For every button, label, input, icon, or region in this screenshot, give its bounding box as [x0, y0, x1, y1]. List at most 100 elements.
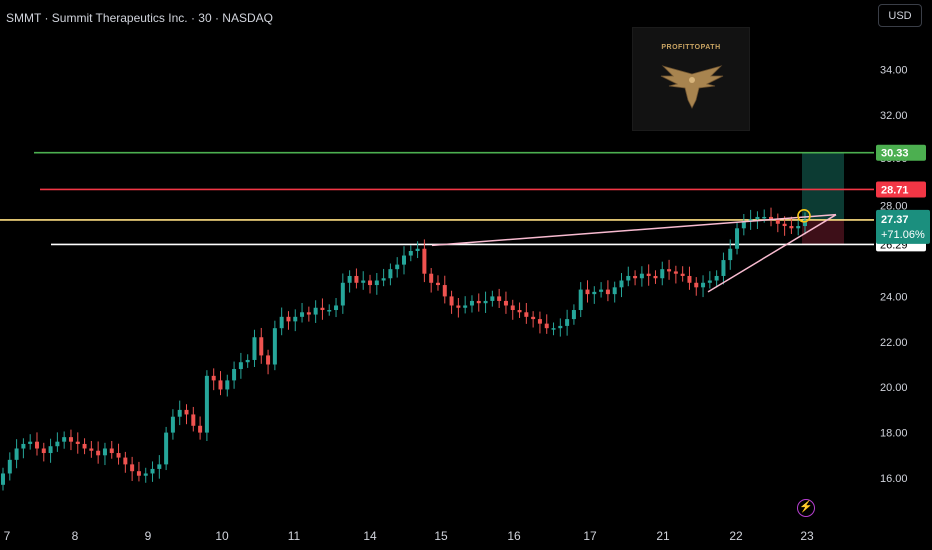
candle	[89, 440, 94, 458]
candle	[680, 266, 685, 282]
candle	[646, 264, 651, 286]
candle	[694, 277, 699, 296]
x-tick-label: 11	[288, 529, 301, 543]
candle	[490, 290, 495, 307]
candle	[435, 275, 440, 291]
candle-body	[728, 248, 733, 261]
upper-trendline[interactable]	[431, 213, 837, 247]
candle	[41, 442, 46, 462]
candle	[551, 322, 556, 336]
candle	[626, 266, 631, 287]
candle	[429, 268, 434, 293]
candle-body	[313, 307, 318, 315]
candle-body	[701, 282, 706, 288]
candle	[544, 314, 549, 334]
candle	[28, 434, 33, 450]
lightning-icon[interactable]: ⚡	[797, 499, 815, 517]
candle-body	[320, 307, 325, 311]
candle-body	[803, 219, 807, 227]
candle	[327, 304, 332, 316]
candle	[136, 461, 141, 482]
candle-body	[517, 310, 522, 313]
candle-body	[150, 468, 155, 474]
x-tick-label: 23	[800, 529, 814, 543]
candle	[565, 309, 570, 336]
candle-body	[422, 248, 427, 274]
candle-body	[286, 316, 291, 322]
candle	[558, 318, 563, 337]
candle	[517, 302, 522, 318]
candle	[102, 442, 107, 466]
candle	[639, 266, 644, 287]
candle	[388, 263, 393, 286]
candle	[252, 329, 257, 367]
candle	[673, 265, 678, 284]
candle	[279, 307, 284, 336]
candle	[469, 295, 474, 313]
candle	[177, 400, 182, 426]
candle-body	[402, 255, 406, 265]
candle-body	[775, 219, 780, 224]
candle-body	[565, 319, 570, 326]
candle-body	[531, 316, 536, 320]
lower-trendline[interactable]	[707, 214, 837, 293]
candle	[354, 268, 359, 289]
candle-body	[198, 425, 203, 433]
candle	[442, 275, 447, 304]
candle	[238, 352, 243, 379]
candle	[157, 455, 162, 479]
currency-button[interactable]: USD	[878, 4, 922, 27]
candle	[667, 259, 672, 280]
candle-body	[191, 414, 196, 426]
percent-change-text: +71.06%	[881, 229, 925, 241]
candle	[293, 309, 298, 332]
candle-body	[544, 323, 549, 329]
candle-body	[735, 228, 740, 249]
candle	[211, 368, 216, 391]
y-tick-label: 20.00	[880, 382, 908, 394]
candle-body	[184, 409, 189, 415]
y-tick-label: 22.00	[880, 337, 908, 349]
candle	[735, 222, 740, 255]
candle	[592, 286, 597, 304]
candle	[109, 440, 114, 459]
candle	[68, 429, 73, 451]
candle	[191, 406, 196, 432]
candle	[116, 443, 121, 465]
candle	[449, 290, 454, 314]
candle-body	[395, 264, 400, 270]
candle	[1, 467, 5, 491]
candle-body	[537, 319, 542, 324]
y-tick-label: 16.00	[880, 473, 908, 485]
candle-body	[218, 380, 223, 390]
profit-zone	[802, 152, 844, 220]
candle-body	[551, 328, 556, 330]
watermark-text: PROFITTOPATH	[661, 44, 721, 51]
candle	[687, 266, 692, 290]
candle	[198, 416, 203, 440]
candle-body	[687, 275, 692, 283]
candle-body	[415, 248, 420, 251]
candle	[14, 439, 19, 469]
candle-body	[164, 432, 169, 465]
candle-body	[626, 275, 631, 281]
x-tick-label: 14	[363, 529, 377, 543]
candle-body	[653, 275, 658, 279]
candle	[660, 261, 665, 286]
candle	[150, 461, 155, 482]
candle-body	[639, 273, 644, 279]
candle	[225, 374, 230, 397]
candle	[721, 252, 726, 285]
candle	[218, 371, 223, 396]
candle	[796, 220, 801, 236]
candle	[503, 291, 508, 314]
candle-body	[340, 282, 345, 306]
candle	[408, 245, 413, 262]
candle	[7, 452, 12, 481]
current-price-label: 27.37 +71.06%	[876, 209, 930, 244]
candle-body	[660, 269, 665, 279]
stop-price-label-text: 28.71	[881, 184, 909, 196]
breakout-marker[interactable]	[797, 209, 811, 223]
candle-body	[442, 285, 447, 297]
